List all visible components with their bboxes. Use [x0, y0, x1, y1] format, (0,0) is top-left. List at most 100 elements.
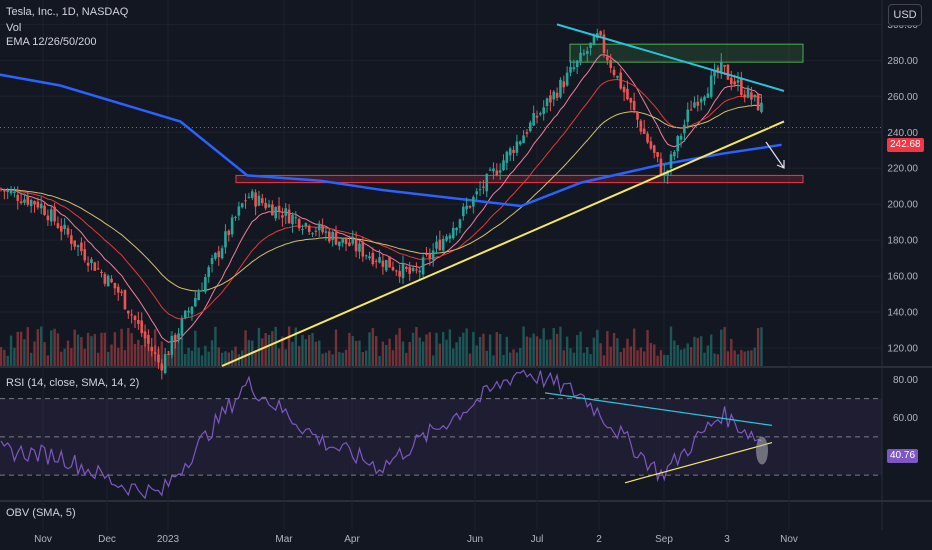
candle-body	[619, 72, 623, 89]
volume-bar	[70, 348, 73, 366]
candle-body	[428, 253, 432, 259]
volume-bar	[686, 343, 689, 366]
volume-bar	[0, 347, 3, 366]
candle-body	[468, 205, 472, 208]
symbol-title[interactable]: Tesla, Inc., 1D, NASDAQ	[6, 6, 129, 18]
candle-body	[304, 223, 308, 226]
volume-bar	[659, 350, 663, 366]
volume-bar	[50, 330, 53, 366]
volume-bar	[482, 333, 485, 366]
obv-label[interactable]: OBV (SMA, 5)	[6, 507, 76, 519]
candle-body	[281, 215, 284, 218]
candle-body	[143, 331, 147, 339]
volume-bar	[693, 336, 696, 366]
candle-body	[518, 141, 522, 145]
x-tick-label: 2	[596, 534, 602, 545]
volume-bar	[6, 355, 9, 366]
candle-body	[6, 190, 9, 193]
candle-body	[264, 202, 267, 209]
volume-bar	[385, 344, 388, 366]
candle-body	[753, 94, 757, 98]
volume-bar	[244, 330, 247, 366]
candle-body	[354, 239, 358, 252]
candle-body	[572, 67, 576, 70]
candle-body	[127, 310, 130, 314]
volume-bar	[338, 352, 341, 366]
volume-bar	[294, 327, 297, 366]
ema-label[interactable]: EMA 12/26/50/200	[6, 36, 97, 48]
candle-body	[237, 206, 241, 216]
rsi-label[interactable]: RSI (14, close, SMA, 14, 2)	[6, 377, 140, 389]
volume-bar	[398, 328, 401, 366]
volume-bar	[334, 329, 338, 366]
candle-body	[287, 209, 291, 224]
descending-trendline	[556, 23, 785, 92]
volume-bar	[643, 351, 646, 366]
volume-label[interactable]: Vol	[6, 22, 22, 34]
volume-bar	[341, 352, 344, 366]
candle-body	[646, 133, 649, 143]
volume-bar	[485, 350, 488, 366]
candle-body	[361, 241, 365, 257]
volume-bar	[549, 339, 552, 366]
candle-body	[56, 223, 60, 228]
candle-body	[49, 209, 53, 222]
volume-bar	[750, 350, 753, 366]
volume-bar	[653, 344, 656, 366]
volume-bar	[143, 331, 147, 366]
candle-body	[227, 230, 231, 236]
trendlines[interactable]	[0, 23, 882, 367]
candle-body	[0, 188, 3, 190]
currency-button[interactable]: USD	[888, 4, 922, 26]
volume-bar	[40, 326, 43, 366]
x-tick-label: 3	[724, 534, 730, 545]
volume-bar	[582, 352, 586, 366]
candle-body	[719, 61, 723, 74]
volume-bar	[448, 329, 452, 366]
volume-bar	[117, 347, 120, 366]
candle-body	[522, 135, 525, 144]
candle-body	[398, 270, 401, 277]
volume-bar	[562, 350, 565, 366]
candle-body	[693, 102, 696, 108]
candle-body	[656, 152, 659, 157]
candle-body	[622, 86, 626, 93]
candle-body	[19, 201, 23, 204]
volume-bar	[679, 349, 683, 366]
volume-bar	[264, 333, 267, 366]
volume-bar	[23, 339, 26, 366]
volume-bar	[13, 347, 16, 366]
volume-bar	[576, 335, 579, 366]
candle-body	[214, 252, 217, 259]
candle-body	[46, 215, 50, 221]
volume-bar	[344, 349, 348, 366]
volume-bar	[207, 351, 210, 366]
candle-body	[220, 248, 224, 259]
candle-body	[344, 237, 348, 244]
price-tick-label: 240.00	[887, 128, 918, 139]
candle-body	[334, 232, 338, 245]
candle-body	[187, 310, 190, 313]
price-tick-label: 200.00	[887, 200, 918, 211]
candle-body	[274, 207, 277, 219]
candle-body	[689, 109, 693, 111]
candle-body	[301, 229, 304, 231]
ema-lines	[0, 54, 782, 343]
candle-body	[582, 53, 586, 55]
volume-bar	[683, 348, 686, 366]
candle-body	[93, 262, 97, 271]
volume-bar	[324, 352, 328, 366]
candle-body	[508, 148, 512, 156]
candle-body	[324, 231, 328, 233]
candle-body	[261, 198, 264, 204]
candlesticks	[0, 28, 763, 380]
x-tick-label: Sep	[655, 534, 673, 545]
candle-body	[210, 258, 214, 265]
candle-body	[267, 204, 271, 208]
volume-bar	[46, 355, 50, 366]
volume-bar	[559, 326, 562, 366]
volume-bar	[66, 340, 70, 366]
candle-body	[726, 64, 730, 80]
volume-bar	[237, 354, 241, 366]
